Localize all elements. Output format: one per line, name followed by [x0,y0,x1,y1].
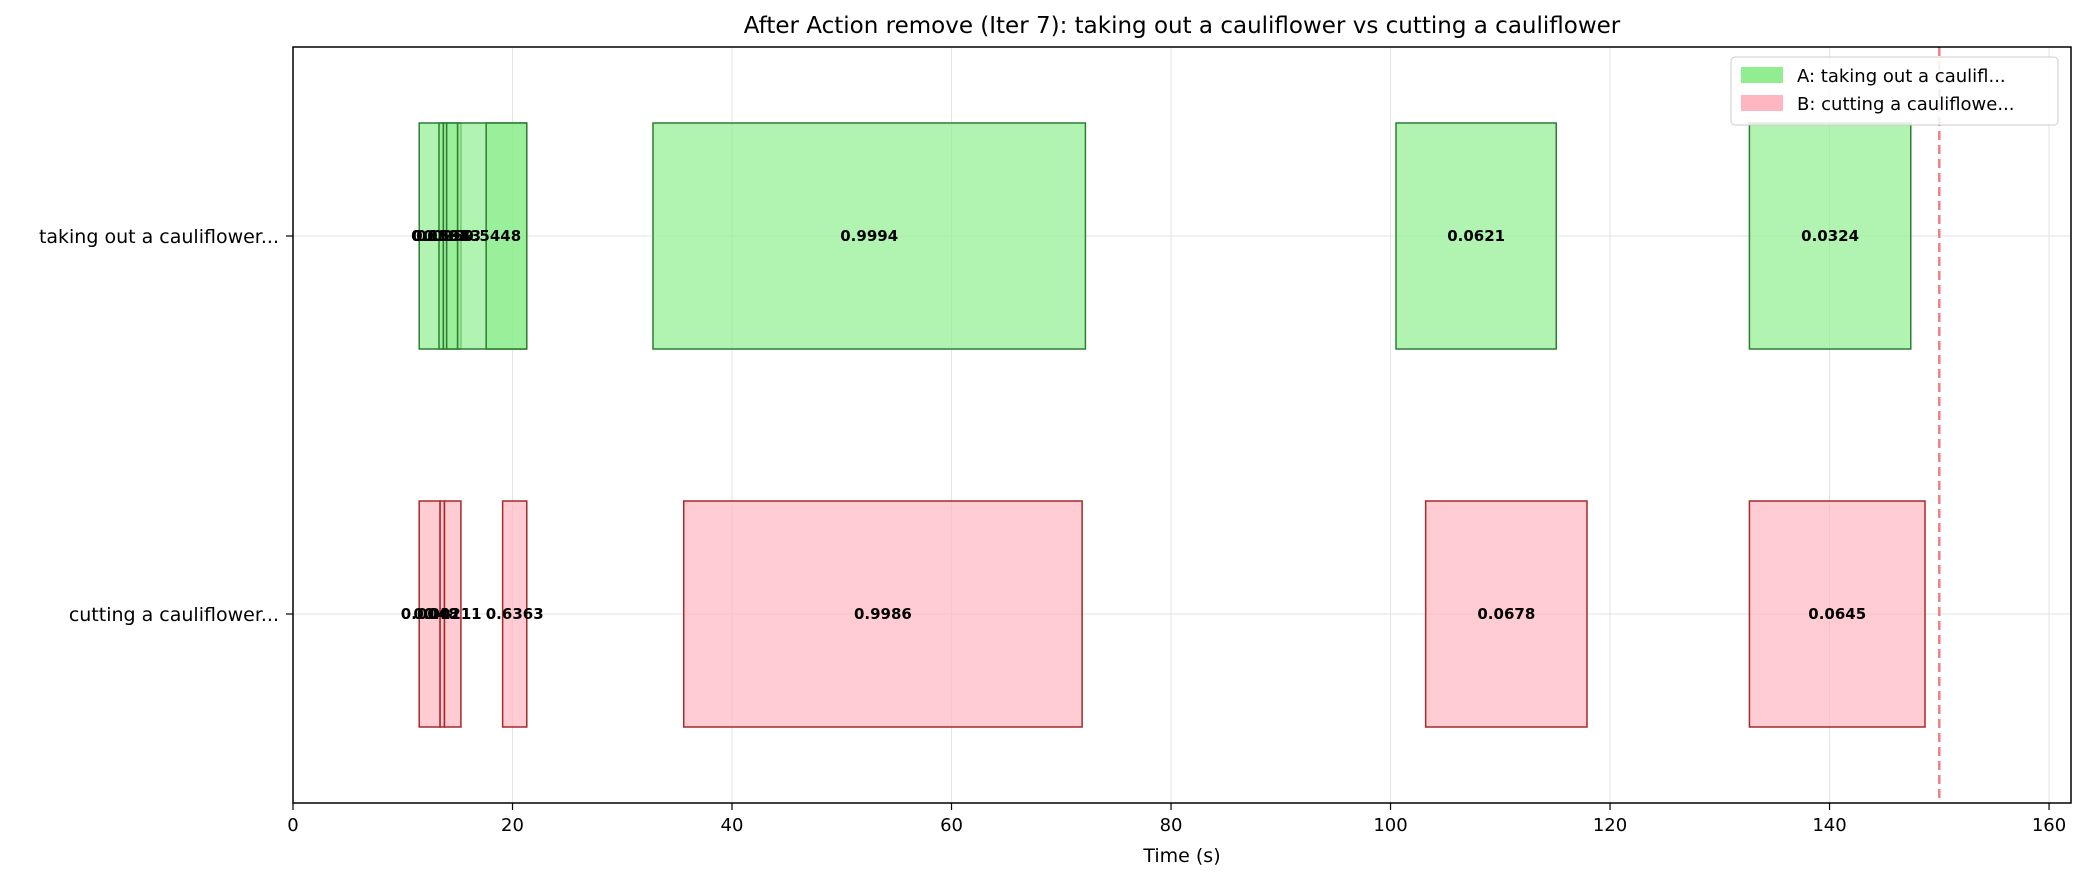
x-tick-label: 40 [721,815,744,836]
bar-segment-b [1748,500,1926,728]
x-axis-ticks: 0 20 40 60 80 100 120 140 160 [287,803,2066,836]
bar-segment-a [652,122,1087,350]
bar-value-label: 0.0181 [411,227,469,245]
bar-segment-b [682,500,1083,728]
y-axis-categories: taking out a cauliflower... cutting a cau… [39,226,293,626]
x-tick-label: 60 [940,815,963,836]
x-tick-label: 120 [1593,815,1627,836]
legend-label-a: A: taking out a caulifl... [1797,66,2006,87]
bars [418,122,1926,728]
bar-value-label: 0.0645 [1808,605,1866,623]
chart-title: After Action remove (Iter 7): taking out… [744,13,1621,39]
legend-box [1730,56,2059,126]
bar-value-label: 0.0048 [401,605,459,623]
bar-value-label: 0.1388 [412,227,470,245]
legend: A: taking out a caulifl... B: cutting a c… [1730,56,2059,126]
bar-value-label: 0.0111 [424,605,482,623]
legend-label-b: B: cutting a cauliflowe... [1797,94,2015,115]
bar-value-label: 0.9986 [854,605,912,623]
bar-value-label: 0.0121 [413,605,471,623]
bar-value-label: 0.0678 [1477,605,1535,623]
bar-segment-b [443,500,462,728]
x-tick-label: 100 [1373,815,1407,836]
x-tick-label: 160 [2032,815,2066,836]
x-tick-label: 20 [501,815,524,836]
bar-value-label: 0.0621 [1447,227,1505,245]
bar-segment-b [501,500,528,728]
y-category-label: taking out a cauliflower... [39,226,279,248]
legend-swatch-a [1741,67,1783,83]
x-tick-label: 80 [1160,815,1183,836]
bar-value-label: 0.5943 [423,227,481,245]
bar-value-label: 0.6363 [486,605,544,623]
x-tick-label: 0 [287,815,298,836]
bar-segment-a [485,122,528,350]
legend-swatch-b [1741,95,1783,111]
bar-value-label: 0.0324 [1801,227,1859,245]
bar-value-label: 0.9994 [840,227,898,245]
x-tick-label: 140 [1812,815,1846,836]
plot-frame [292,46,2072,804]
bar-value-label: 0.5448 [463,227,521,245]
bar-segment-a [1748,122,1912,350]
bar-segment-b [1424,500,1588,728]
bar-segment-a [1395,122,1558,350]
y-category-label: cutting a cauliflower... [69,604,279,626]
bar-value-label: 0.0259 [416,227,474,245]
x-axis-label: Time (s) [1142,845,1220,867]
